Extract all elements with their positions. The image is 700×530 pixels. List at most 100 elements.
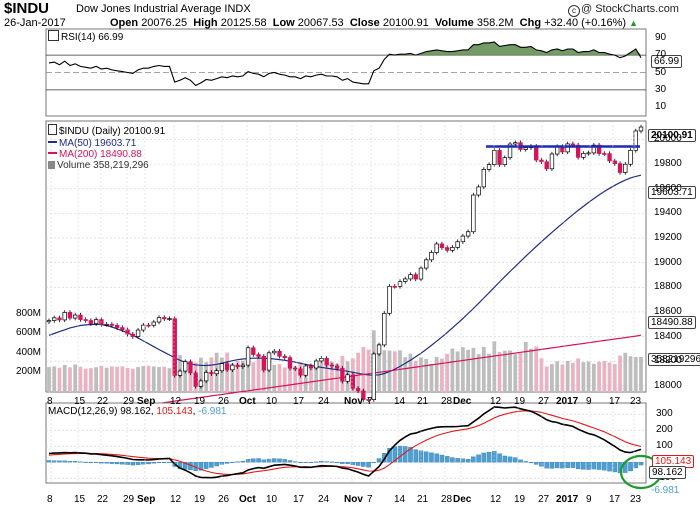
- price-title-text: $INDU (Daily) 20100.91: [59, 126, 166, 137]
- volume-bar: [408, 353, 413, 392]
- chg-up-arrow-icon: ▲: [629, 18, 639, 28]
- macd-histogram-bar: [214, 462, 219, 467]
- candle-body: [224, 363, 230, 371]
- macd-histogram-bar: [303, 462, 308, 463]
- candle-body: [99, 319, 104, 325]
- macd-histogram-bar: [120, 462, 125, 465]
- x-axis-label: 9: [586, 494, 592, 505]
- candle-body: [638, 126, 644, 132]
- volume-bar: [429, 363, 434, 392]
- macd-histogram-bar: [596, 462, 602, 470]
- price-tick-label: 18200: [654, 355, 682, 367]
- macd-histogram-bar: [638, 462, 644, 466]
- macd-histogram-bar: [162, 462, 167, 463]
- volume-bar: [639, 356, 643, 392]
- price-tick-label: 18600: [654, 305, 682, 317]
- candle-body: [78, 314, 83, 320]
- x-axis-label: 23: [630, 396, 642, 407]
- macd-histogram-bar: [109, 462, 115, 464]
- macd-histogram-bar: [450, 457, 455, 463]
- macd-histogram-bar: [523, 461, 528, 463]
- volume-value-badge: 358219296: [648, 353, 700, 366]
- candle-body: [88, 320, 94, 324]
- candle-body: [439, 243, 445, 248]
- x-axis-label: 15: [74, 494, 86, 505]
- volume-bar: [146, 365, 151, 392]
- volume-bar: [487, 353, 491, 392]
- x-axis-label: 17: [293, 494, 305, 505]
- volume-bar: [47, 367, 51, 392]
- candle-body: [403, 278, 408, 282]
- candle-body: [340, 367, 345, 382]
- macd-histogram-bar: [125, 462, 130, 465]
- candle-body: [183, 361, 188, 372]
- volume-bar: [282, 367, 287, 392]
- volume-bar: [471, 347, 476, 392]
- macd-plot: [46, 406, 644, 479]
- macd-histogram-bar: [245, 459, 251, 463]
- macd-histogram-bar: [167, 461, 172, 463]
- candle-body: [240, 364, 246, 367]
- ma200-swatch-icon: [48, 152, 57, 154]
- macd-histogram-bar: [376, 458, 382, 463]
- volume-bar: [151, 366, 156, 392]
- volume-bar: [544, 366, 549, 392]
- volume-bar: [256, 356, 261, 392]
- candle-body: [135, 329, 141, 337]
- volume-bar: [78, 366, 83, 392]
- macd-histogram-bar: [203, 462, 209, 469]
- low-label: Low: [272, 17, 295, 29]
- macd-histogram-bar: [486, 451, 492, 463]
- macd-histogram-bar: [492, 451, 497, 463]
- rsi-tick-label: 30: [655, 83, 667, 95]
- x-axis-label: 12: [170, 396, 182, 407]
- macd-histogram-bar: [209, 462, 214, 468]
- x-axis-label: 14: [394, 494, 406, 505]
- ma50-line: [48, 174, 642, 376]
- candle-body: [314, 360, 319, 369]
- macd-hist-badge: -6.981: [651, 485, 680, 496]
- volume-bar: [225, 352, 230, 392]
- volume-bar: [319, 359, 324, 392]
- candle-body: [413, 274, 418, 280]
- volume-bar: [581, 362, 586, 392]
- candle-body: [570, 143, 576, 146]
- macd-tick-label: 200: [656, 424, 673, 436]
- macd-histogram-bar: [350, 462, 356, 466]
- x-axis-labels-macd: [50, 403, 635, 483]
- macd-histogram-bar: [581, 462, 586, 470]
- rsi-tick-label: 90: [655, 31, 667, 43]
- candlesticks: [46, 124, 644, 402]
- volume-bar: [167, 368, 172, 392]
- macd-histogram-bar: [88, 462, 94, 463]
- volume-bar: [398, 350, 402, 392]
- macd-histogram-bar: [104, 462, 109, 464]
- candle-body: [376, 344, 382, 355]
- macd-histogram-bar: [439, 454, 445, 463]
- volume-bar: [73, 364, 78, 392]
- x-axis-label: 26: [218, 494, 230, 505]
- macd-histogram-bar: [146, 462, 151, 465]
- stockcharts-watermark[interactable]: c @ StockCharts.com: [568, 3, 679, 17]
- chg-label: Chg: [519, 17, 542, 29]
- macd-histogram-bar: [539, 462, 544, 467]
- macd-histogram-bar: [413, 449, 418, 463]
- volume-bar: [309, 364, 313, 392]
- macd-histogram-bar: [329, 461, 335, 463]
- macd-histogram-bar: [272, 458, 277, 463]
- candle-body: [109, 323, 115, 326]
- macd-histogram-bar: [476, 454, 481, 463]
- candle-body: [188, 361, 193, 374]
- macd-histogram-bar: [518, 459, 523, 463]
- volume-bar: [513, 354, 518, 392]
- x-axis-label: 19: [194, 494, 206, 505]
- volume-bar: [277, 364, 282, 392]
- macd-histogram-bar: [591, 462, 597, 470]
- macd-histogram-bar: [602, 462, 607, 471]
- volume-bar: [199, 357, 203, 392]
- rsi-label-text: RSI(14) 66.99: [61, 32, 124, 43]
- x-axis-label: 7: [367, 494, 373, 505]
- volume-bar: [623, 352, 628, 392]
- candle-body: [93, 319, 99, 324]
- macd-histogram-bar: [313, 461, 319, 463]
